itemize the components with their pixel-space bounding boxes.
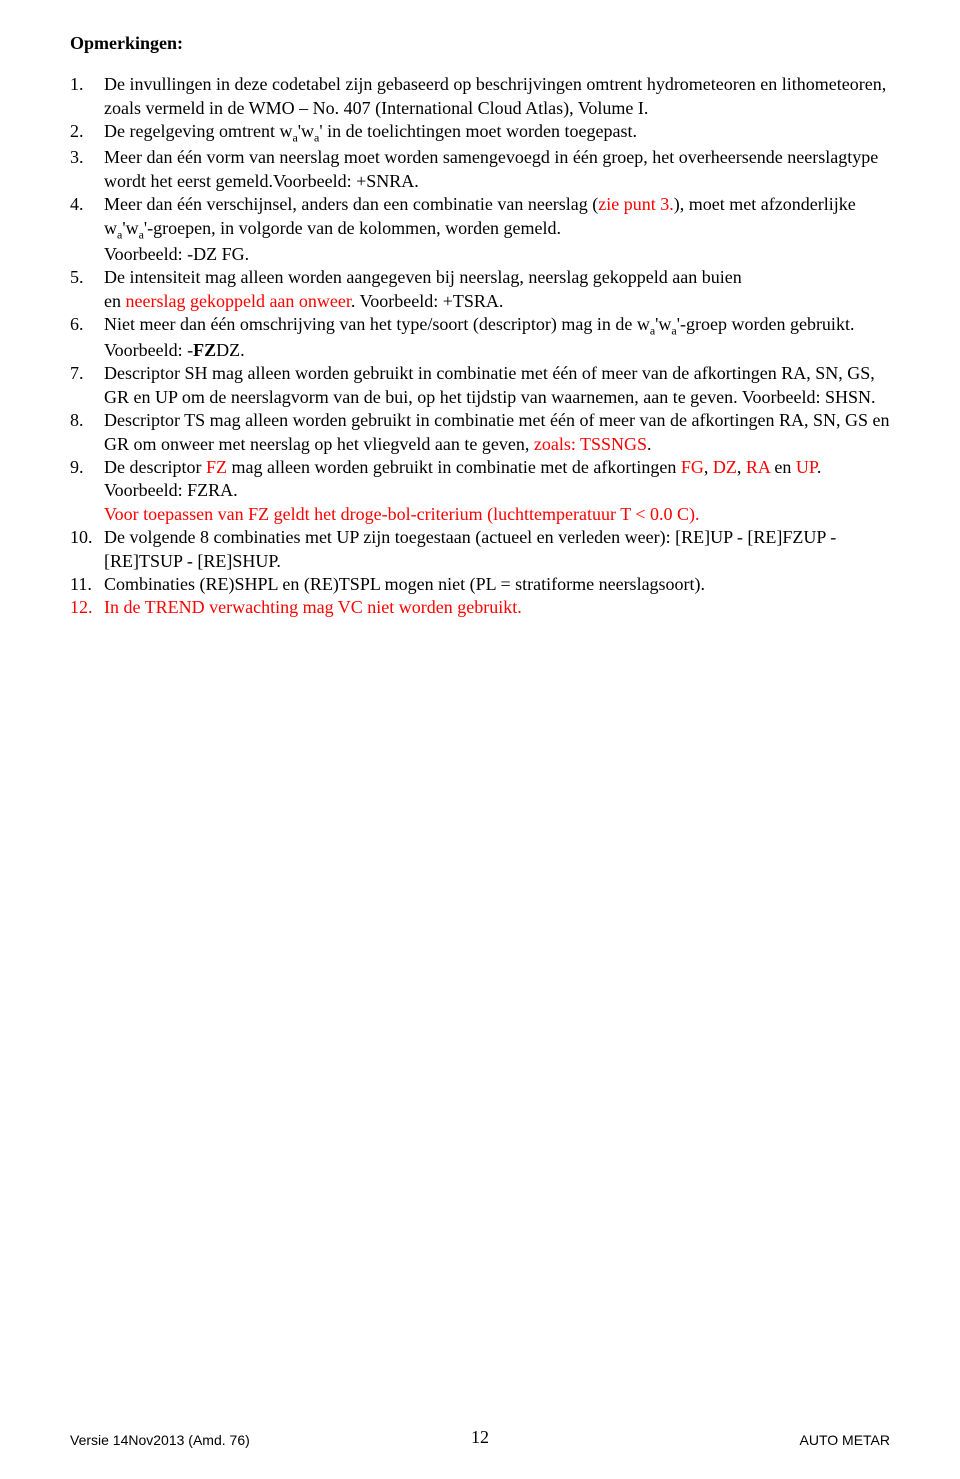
list-item-6: 6. Niet meer dan één omschrijving van he… [70, 313, 890, 363]
list-item-3: 3. Meer dan één vorm van neerslag moet w… [70, 146, 890, 193]
page-number: 12 [471, 1426, 489, 1449]
list-item-8: 8. Descriptor TS mag alleen worden gebru… [70, 409, 890, 456]
item-body: Descriptor SH mag alleen worden gebruikt… [104, 362, 890, 409]
item-number: 4. [70, 193, 104, 266]
text: en [104, 291, 126, 311]
text: Niet meer dan één omschrijving van het t… [104, 314, 650, 334]
list-item-10: 10. De volgende 8 combinaties met UP zij… [70, 526, 890, 573]
text-bold: FZ [193, 340, 216, 360]
item-number: 5. [70, 266, 104, 313]
text: en [770, 457, 796, 477]
text-red: zoals: TSSNGS [534, 434, 647, 454]
item-body: In de TREND verwachting mag VC niet word… [104, 596, 890, 619]
item-number: 9. [70, 456, 104, 526]
item-body: De descriptor FZ mag alleen worden gebru… [104, 456, 890, 526]
text: 'w [122, 218, 138, 238]
text: , [737, 457, 746, 477]
list-item-2: 2. De regelgeving omtrent wa'wa' in de t… [70, 120, 890, 146]
text-red: UP [796, 457, 817, 477]
list-item-1: 1. De invullingen in deze codetabel zijn… [70, 73, 890, 120]
text-red: neerslag gekoppeld aan onweer [126, 291, 351, 311]
text: 'w [655, 314, 671, 334]
text-red: FZ [206, 457, 227, 477]
text: DZ. [216, 340, 245, 360]
text-red: zie punt 3. [598, 194, 673, 214]
list-item-9: 9. De descriptor FZ mag alleen worden ge… [70, 456, 890, 526]
item-body: Meer dan één vorm van neerslag moet word… [104, 146, 890, 193]
text: De descriptor [104, 457, 206, 477]
list-item-12: 12. In de TREND verwachting mag VC niet … [70, 596, 890, 619]
item-body: De regelgeving omtrent wa'wa' in de toel… [104, 120, 890, 146]
item-number: 3. [70, 146, 104, 193]
text: mag alleen worden gebruikt in combinatie… [227, 457, 681, 477]
text: Meer dan één verschijnsel, anders dan ee… [104, 194, 598, 214]
footer-left: Versie 14Nov2013 (Amd. 76) [70, 1431, 250, 1449]
item-number: 6. [70, 313, 104, 363]
list-item-5: 5. De intensiteit mag alleen worden aang… [70, 266, 890, 313]
text: . Voorbeeld: +TSRA. [351, 291, 504, 311]
item-body: Combinaties (RE)SHPL en (RE)TSPL mogen n… [104, 573, 890, 596]
text: . [647, 434, 652, 454]
text-red: Voor toepassen van FZ geldt het droge-bo… [104, 504, 700, 524]
text-red: DZ [713, 457, 737, 477]
text: Descriptor TS mag alleen worden gebruikt… [104, 410, 889, 453]
item-body: De volgende 8 combinaties met UP zijn to… [104, 526, 890, 573]
item-body: Descriptor TS mag alleen worden gebruikt… [104, 409, 890, 456]
item-number: 8. [70, 409, 104, 456]
list-item-4: 4. Meer dan één verschijnsel, anders dan… [70, 193, 890, 266]
item-body: De invullingen in deze codetabel zijn ge… [104, 73, 890, 120]
opmerkingen-list: 1. De invullingen in deze codetabel zijn… [70, 73, 890, 619]
text: ' in de toelichtingen moet worden toegep… [319, 121, 637, 141]
text: '-groepen, in volgorde van de kolommen, … [144, 218, 561, 238]
text: , [704, 457, 713, 477]
item-number: 11. [70, 573, 104, 596]
item-body: Niet meer dan één omschrijving van het t… [104, 313, 890, 363]
item-number: 2. [70, 120, 104, 146]
item-number: 7. [70, 362, 104, 409]
text-red: FG [681, 457, 704, 477]
item-body: De intensiteit mag alleen worden aangege… [104, 266, 890, 313]
item-number: 1. [70, 73, 104, 120]
text: Voorbeeld: -DZ FG. [104, 244, 249, 264]
item-number: 12. [70, 596, 104, 619]
item-body: Meer dan één verschijnsel, anders dan ee… [104, 193, 890, 266]
text-red: RA [746, 457, 770, 477]
text: 'w [298, 121, 314, 141]
list-item-11: 11. Combinaties (RE)SHPL en (RE)TSPL mog… [70, 573, 890, 596]
list-item-7: 7. Descriptor SH mag alleen worden gebru… [70, 362, 890, 409]
footer-right: AUTO METAR [800, 1431, 891, 1449]
text: De intensiteit mag alleen worden aangege… [104, 267, 742, 287]
heading-opmerkingen: Opmerkingen: [70, 32, 890, 55]
page: Opmerkingen: 1. De invullingen in deze c… [0, 0, 960, 1479]
text: De regelgeving omtrent w [104, 121, 292, 141]
item-number: 10. [70, 526, 104, 573]
